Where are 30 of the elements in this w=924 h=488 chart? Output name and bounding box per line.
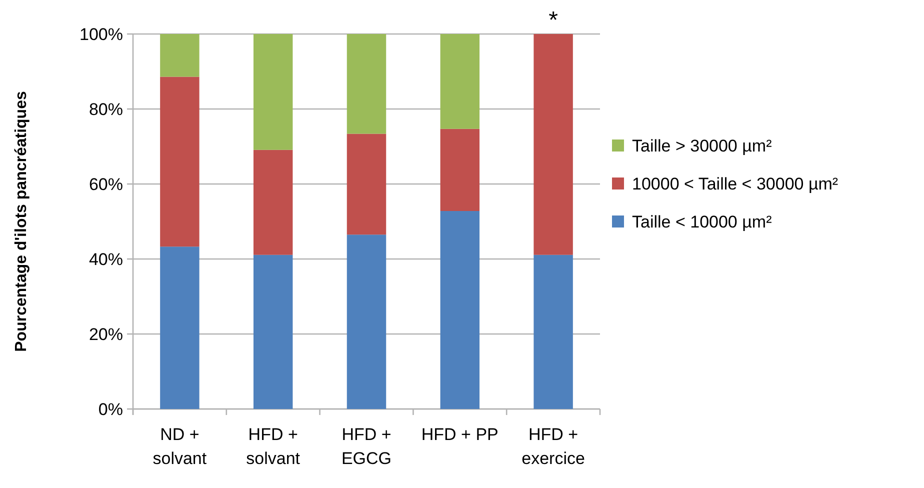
y-tick-label: 0%: [98, 400, 123, 419]
x-tick-label: ND + solvant: [152, 425, 207, 468]
bar: [440, 211, 480, 409]
bar: [160, 246, 200, 409]
bar: [253, 34, 293, 150]
annotation: *: [548, 7, 558, 34]
bar: [346, 234, 386, 409]
y-tick-label: 80%: [88, 100, 123, 119]
bar: [160, 76, 200, 247]
bar: [160, 34, 200, 77]
x-tick-label: HFD + PP: [421, 425, 498, 444]
x-tick-label: HFD + EGCG: [341, 425, 392, 468]
bar: [346, 34, 386, 134]
bar: [534, 34, 573, 255]
bar: [440, 34, 480, 129]
y-tick-label: 20%: [88, 324, 123, 344]
x-tick-label: HFD + exercice: [522, 425, 585, 468]
legend-label: Taille < 10000 µm²: [632, 212, 772, 232]
y-axis-title: Pourcentage d'ilots pancréatiques: [13, 91, 30, 352]
legend-label: Taille > 30000 µm²: [632, 136, 772, 156]
y-tick-label: 60%: [88, 174, 123, 194]
x-tick-label: HFD + solvant: [246, 425, 300, 468]
bar: [440, 128, 480, 211]
bar: [534, 254, 573, 409]
legend-label: 10000 < Taille < 30000 µm²: [632, 174, 838, 194]
y-tick-label: 40%: [88, 250, 123, 269]
bar: [253, 150, 293, 255]
bar: [346, 134, 386, 235]
bar: [253, 254, 293, 409]
y-tick-label: 100%: [80, 24, 123, 44]
